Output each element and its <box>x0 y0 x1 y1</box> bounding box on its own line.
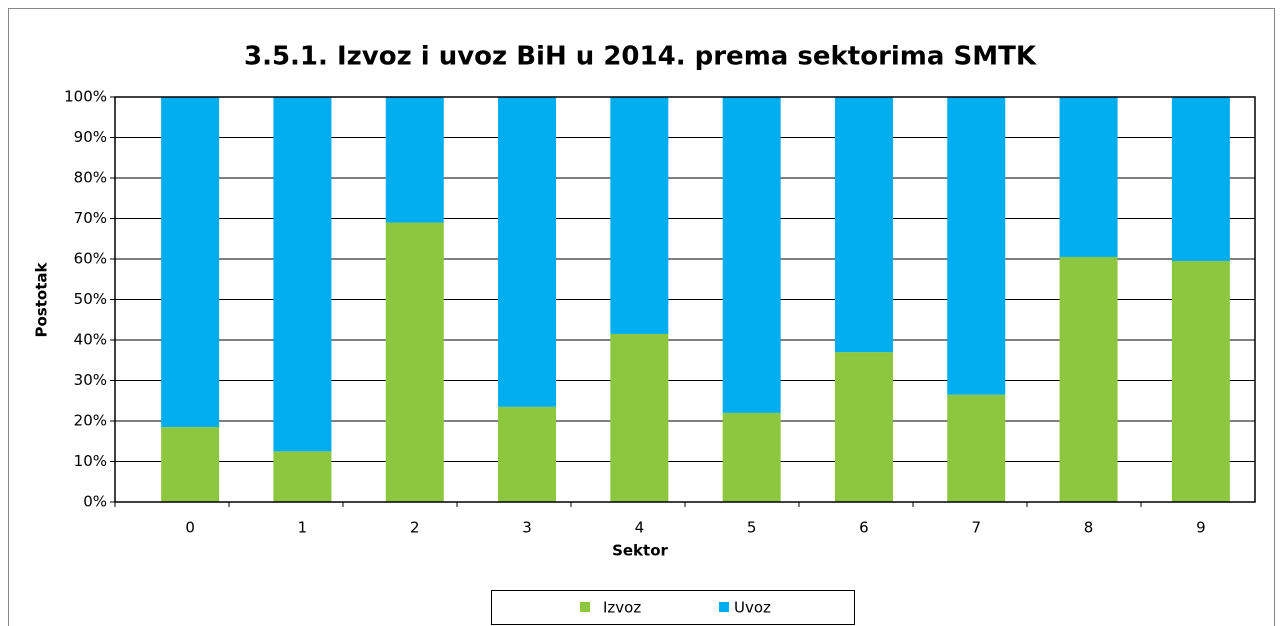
x-tick-label: 2 <box>410 519 420 537</box>
y-tick-label: 70% <box>74 209 107 227</box>
bar-segment <box>1059 256 1118 502</box>
x-tick-label: 5 <box>747 519 757 537</box>
y-tick-label: 30% <box>74 371 107 389</box>
bar-segment <box>161 427 220 502</box>
bar-segment <box>273 97 332 452</box>
plot-frame <box>114 96 1256 503</box>
y-axis-label: Postotak <box>33 261 51 337</box>
bar-segment <box>498 406 557 502</box>
bar-segment <box>273 451 332 502</box>
y-tick-label: 40% <box>74 331 107 349</box>
x-tick-label: 6 <box>859 519 869 537</box>
y-tick-label: 80% <box>74 169 107 187</box>
x-tick-label: 1 <box>298 519 308 537</box>
bar-segment <box>722 412 781 502</box>
y-tick-label: 20% <box>74 412 107 430</box>
y-tick-label: 60% <box>74 250 107 268</box>
bar-segment <box>610 97 669 334</box>
x-tick-label: 9 <box>1196 519 1206 537</box>
chart-title: 3.5.1. Izvoz i uvoz BiH u 2014. prema se… <box>244 42 1037 72</box>
bar-segment <box>610 333 669 502</box>
x-tick-label: 0 <box>185 519 195 537</box>
x-axis-label: Sektor <box>612 542 668 560</box>
y-tick-label: 90% <box>74 128 107 146</box>
y-tick-label: 100% <box>64 88 107 106</box>
bar-segment <box>498 97 557 407</box>
y-tick-label: 0% <box>83 493 107 511</box>
bar-segment <box>385 97 444 223</box>
x-tick-label: 8 <box>1084 519 1094 537</box>
legend-label: Uvoz <box>734 599 771 617</box>
bar-segment <box>947 97 1006 395</box>
bar-segment <box>385 222 444 503</box>
bar-segment <box>834 97 893 353</box>
y-tick-label: 10% <box>74 452 107 470</box>
legend-swatch <box>580 602 590 612</box>
bar-segment <box>1171 261 1230 502</box>
bar-segment <box>161 97 220 428</box>
bar-segment <box>834 352 893 502</box>
bar-segment <box>1059 97 1118 257</box>
legend-swatch <box>719 602 729 612</box>
bar-segment <box>1171 97 1230 262</box>
legend-box <box>491 590 855 625</box>
x-tick-label: 7 <box>971 519 981 537</box>
y-tick-label: 50% <box>74 290 107 308</box>
x-tick-label: 3 <box>522 519 532 537</box>
legend-label: Izvoz <box>603 599 641 617</box>
bar-segment <box>722 97 781 413</box>
x-tick-label: 4 <box>635 519 645 537</box>
chart-border <box>8 8 1275 626</box>
bar-segment <box>947 394 1006 502</box>
